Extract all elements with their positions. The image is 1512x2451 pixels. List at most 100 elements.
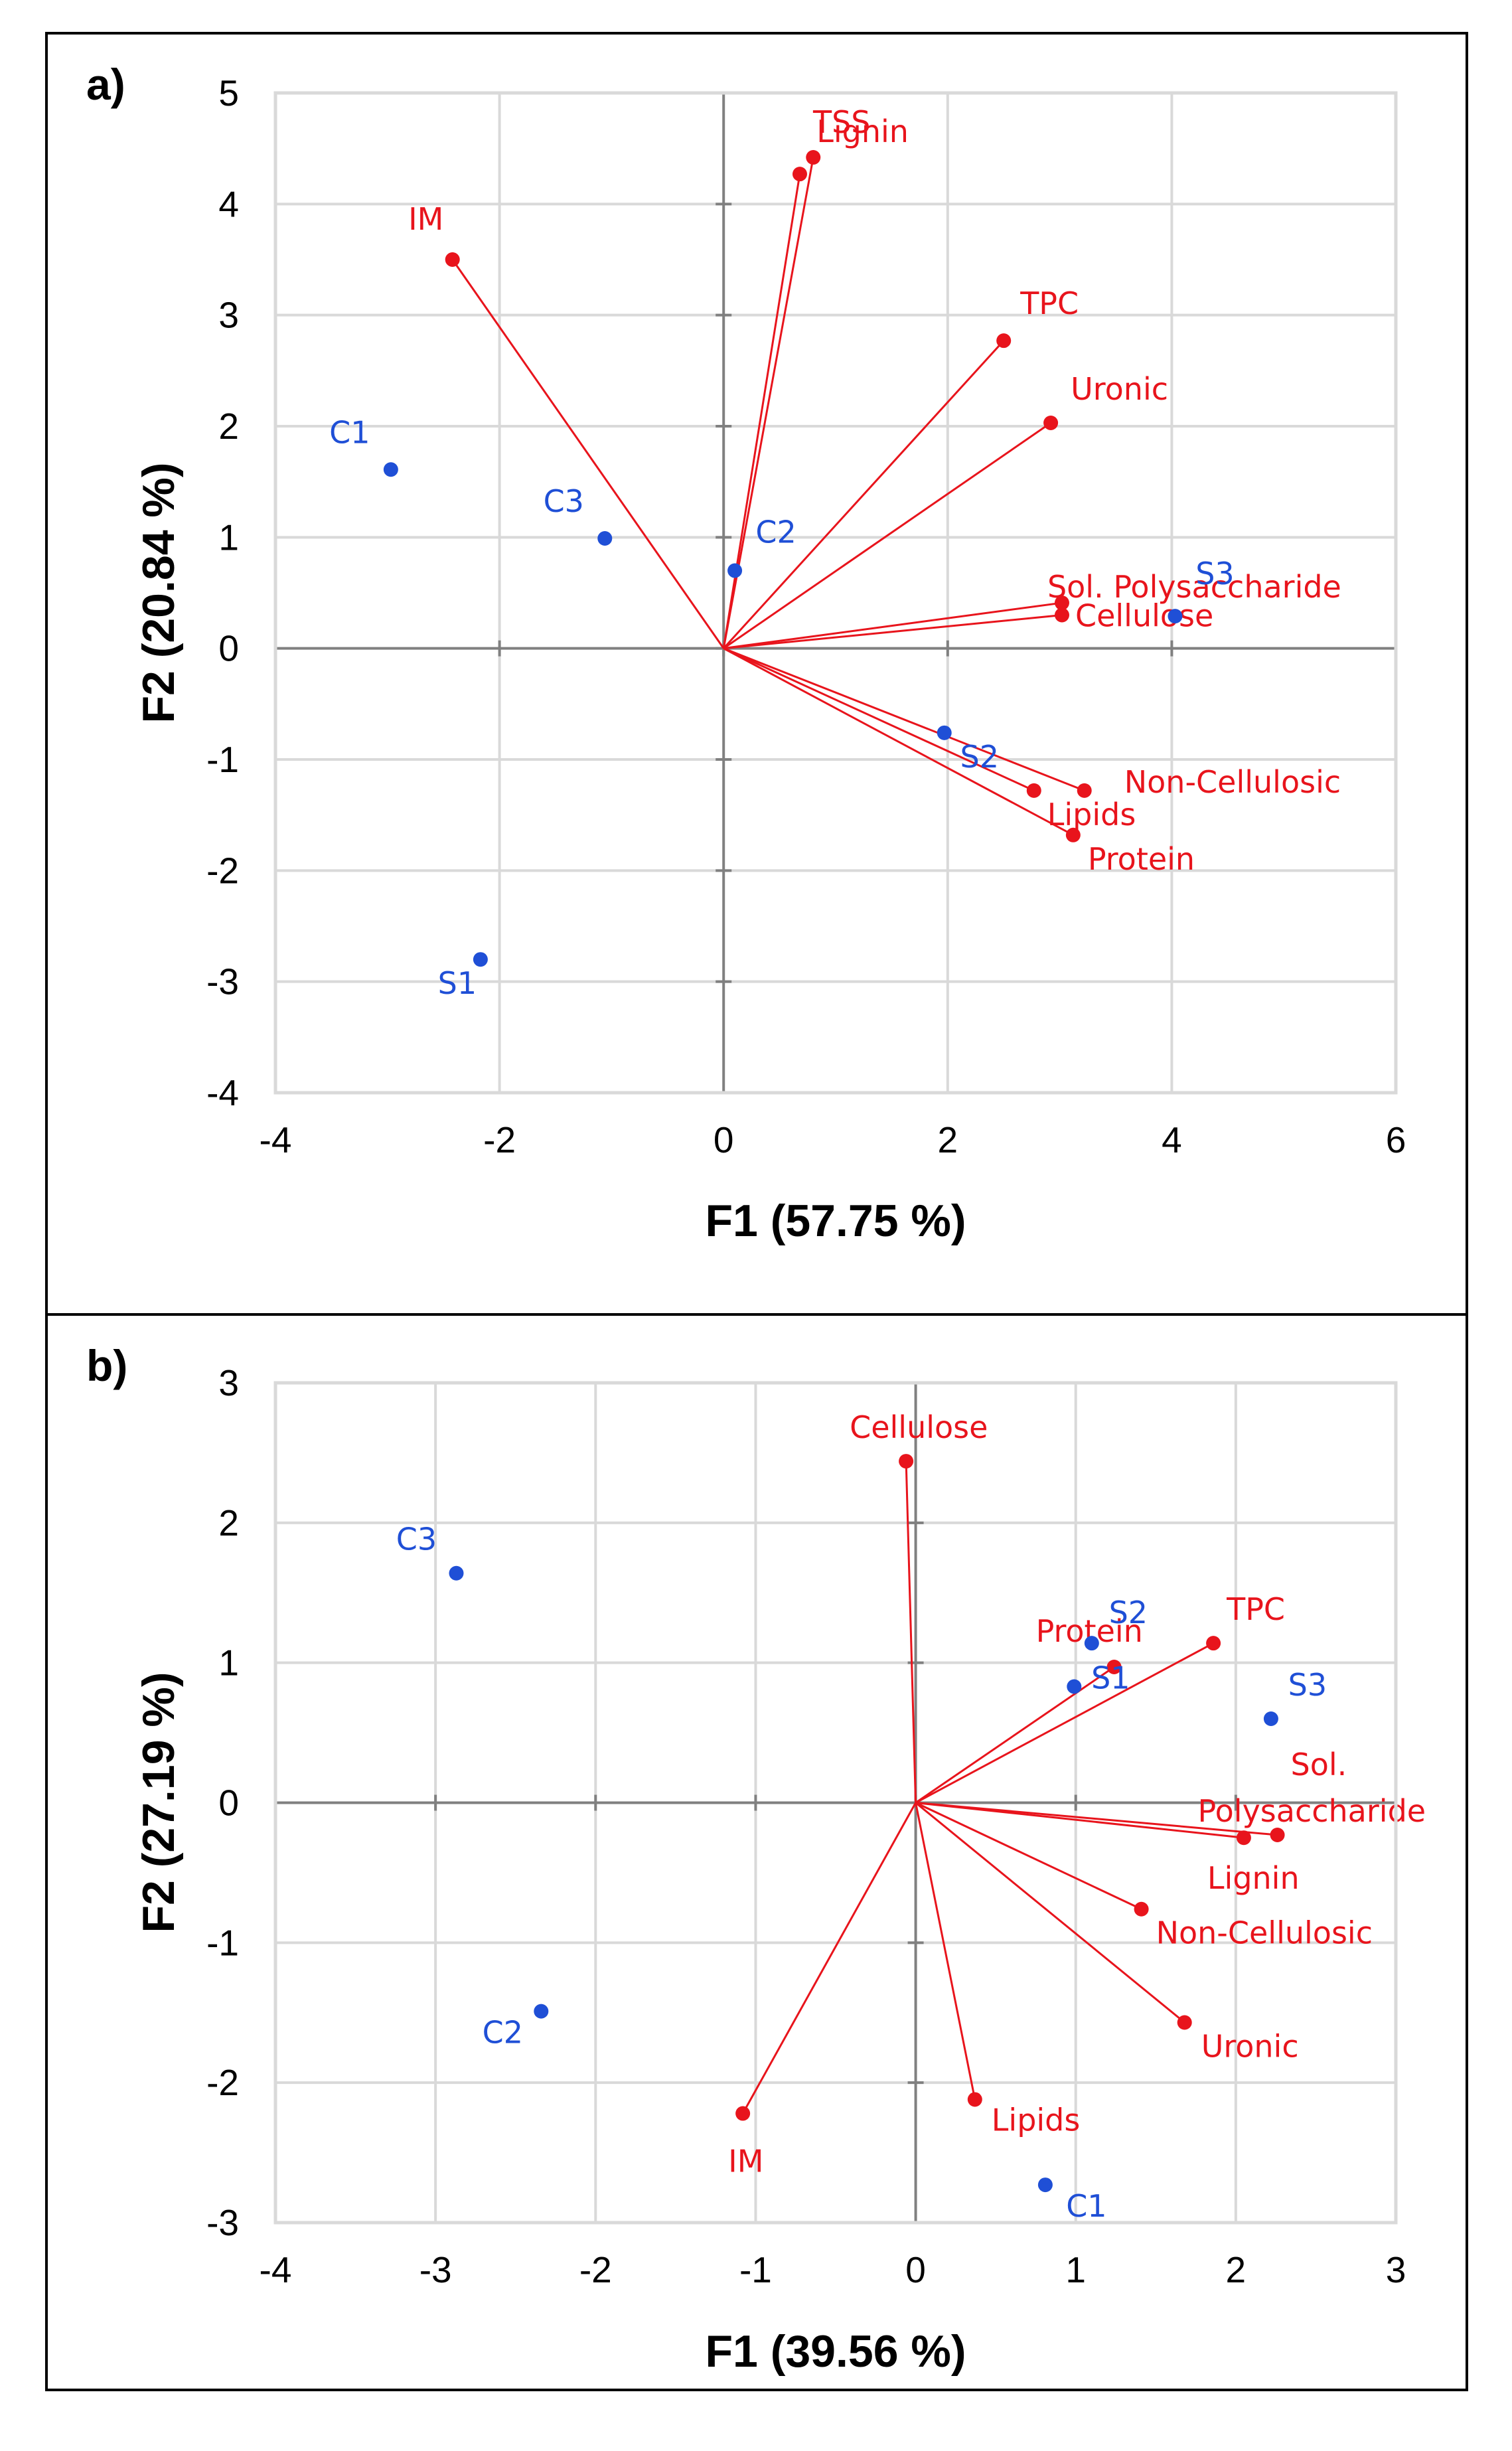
variable-point <box>1134 1901 1149 1917</box>
observation-label: C1 <box>329 414 370 450</box>
variable-vector <box>905 1461 917 1803</box>
variable-label: Polysaccharide <box>1198 1793 1426 1829</box>
variable-label: Lignin <box>816 114 909 149</box>
observation-point <box>937 725 952 740</box>
y-tick-label: 0 <box>218 628 239 669</box>
x-tick-label: 1 <box>1065 2249 1086 2290</box>
panel-b-plot-area <box>273 1381 1398 2225</box>
variable-point <box>996 333 1012 349</box>
y-tick-label: 5 <box>218 72 239 114</box>
observation-point <box>1168 609 1183 624</box>
x-tick-label: -3 <box>419 2249 452 2290</box>
observation-point <box>1084 1636 1099 1651</box>
x-tick-label: 3 <box>1386 2249 1406 2290</box>
panel-b-x-axis-title: F1 (39.56 %) <box>705 2326 966 2377</box>
variable-vector <box>723 647 1085 792</box>
x-tick-label: 4 <box>1162 1119 1182 1160</box>
y-tick-label: 2 <box>218 406 239 447</box>
variable-vector <box>723 613 1063 650</box>
y-tick-label: 2 <box>218 1502 239 1543</box>
y-tick-label: -2 <box>206 2062 239 2103</box>
panel-b-vectors: CelluloseTPCProteinSol.PolysaccharideLig… <box>728 1409 1426 2179</box>
variable-point <box>1236 1830 1251 1846</box>
y-tick-label: 3 <box>218 1362 239 1403</box>
observation-label: S1 <box>1091 1660 1130 1696</box>
x-tick-label: 2 <box>1226 2249 1247 2290</box>
variable-label: Lipids <box>992 2102 1081 2138</box>
y-tick-label: 0 <box>218 1782 239 1824</box>
y-tick-label: 4 <box>218 183 239 224</box>
observation-point <box>727 563 743 578</box>
x-tick-label: 2 <box>938 1119 958 1160</box>
observation-point <box>534 2004 549 2019</box>
variable-vector <box>723 340 1005 649</box>
x-tick-label: -4 <box>260 2249 292 2290</box>
variable-label: Protein <box>1088 841 1195 877</box>
y-tick-label: -4 <box>206 1072 239 1113</box>
variable-point <box>899 1454 914 1469</box>
variable-label: TPC <box>1226 1591 1285 1627</box>
variable-point <box>1054 607 1069 623</box>
variable-label: Lignin <box>1207 1860 1300 1896</box>
variable-label: Sol. <box>1291 1747 1347 1782</box>
variable-point <box>1077 783 1092 798</box>
observation-label: C2 <box>483 2015 523 2051</box>
y-tick-label: -1 <box>206 1922 239 1963</box>
variable-vector <box>451 259 725 649</box>
panel-b-label: b) <box>86 1341 127 1390</box>
variable-vector <box>915 1802 976 2100</box>
x-tick-label: 0 <box>714 1119 734 1160</box>
variable-point <box>1065 827 1081 842</box>
variable-label: Non-Cellulosic <box>1156 1915 1373 1951</box>
panel-a-y-axis-title: F2 (20.84 %) <box>133 462 184 723</box>
observation-point <box>1037 2177 1053 2193</box>
variable-label: IM <box>408 201 443 237</box>
observation-label: C1 <box>1066 2188 1106 2224</box>
panel-a-observations: C1 C3 C2 S3 S2 S1 <box>329 414 1235 1001</box>
variable-label: TSS <box>812 104 871 140</box>
y-tick-label: -3 <box>206 2202 239 2243</box>
panel-a-label: a) <box>86 60 125 109</box>
panel-b-ticks: -4 -3 -2 -1 0 1 2 3 -3 -2 -1 0 1 2 3 <box>206 1362 1406 2290</box>
y-tick-label: -3 <box>206 961 239 1002</box>
panel-a-plot-area <box>273 91 1398 1095</box>
x-tick-label: -4 <box>260 1119 292 1160</box>
panel-a-ticks: -4 -2 0 2 4 6 -4 -3 -2 -1 0 1 2 3 4 5 <box>206 72 1406 1160</box>
variable-vector <box>723 647 1074 836</box>
observation-label: C2 <box>755 514 796 550</box>
panel-b-y-axis-title: F2 (27.19 %) <box>133 1672 184 1933</box>
x-tick-label: -2 <box>483 1119 516 1160</box>
observation-point <box>597 531 613 546</box>
variable-point <box>1026 783 1041 798</box>
observation-label: S3 <box>1288 1667 1327 1703</box>
variable-vector <box>915 1802 1142 1911</box>
variable-vector <box>723 422 1051 649</box>
variable-label: Cellulose <box>1075 597 1213 633</box>
observation-label: C3 <box>544 483 584 519</box>
panel-a-axes <box>275 93 1396 1093</box>
variable-label: TPC <box>1020 285 1079 321</box>
variable-point <box>735 2106 751 2121</box>
variable-label: Lipids <box>1047 797 1136 832</box>
variable-point <box>806 150 821 165</box>
y-tick-label: 1 <box>218 1642 239 1684</box>
observation-point <box>383 462 398 477</box>
variable-label: Uronic <box>1071 371 1168 407</box>
observation-point <box>449 1565 464 1581</box>
variable-vector <box>915 1802 1185 2023</box>
x-tick-label: -1 <box>739 2249 772 2290</box>
variable-point <box>792 167 807 182</box>
x-tick-label: -2 <box>579 2249 612 2290</box>
observation-point <box>1263 1711 1278 1726</box>
variable-vector <box>915 1642 1214 1804</box>
variable-vector <box>723 647 1035 792</box>
panel-b-frame <box>45 1313 1468 2391</box>
variable-label: Cellulose <box>850 1409 988 1445</box>
variable-point <box>445 252 460 267</box>
observation-label: S2 <box>960 739 999 775</box>
observation-label: C3 <box>396 1522 437 1557</box>
variable-point <box>1054 595 1069 611</box>
